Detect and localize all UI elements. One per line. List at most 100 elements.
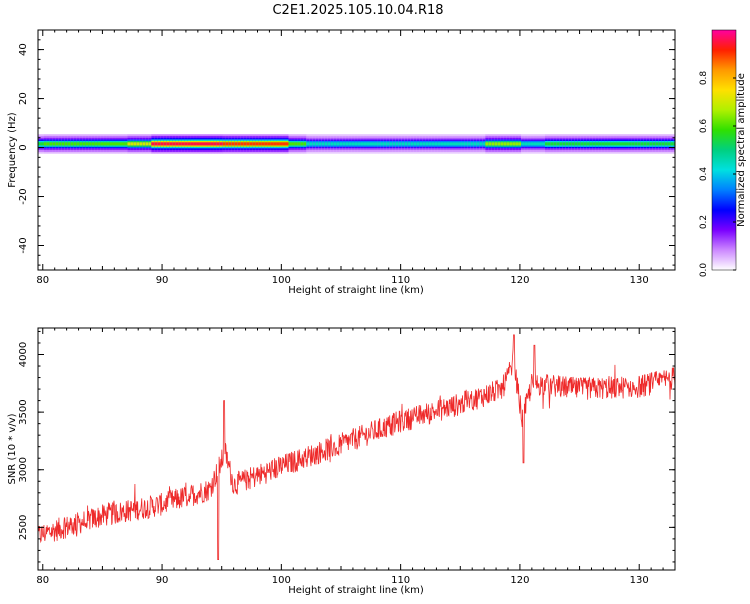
spectral-band-cell	[595, 142, 599, 146]
spectral-band-cell	[309, 142, 313, 146]
spectral-band-cell	[175, 142, 179, 146]
spectral-band-cell	[237, 142, 242, 146]
spectral-band-cell	[616, 142, 620, 146]
spectral-band-cell	[55, 142, 60, 146]
spectral-band-cell	[646, 142, 650, 146]
spectral-band-cell	[258, 142, 262, 146]
spectral-band-cell	[574, 142, 579, 146]
spectral-band-cell	[154, 142, 158, 146]
spectral-band-cell	[422, 142, 426, 146]
spectral-band-cell	[46, 142, 51, 146]
spectral-band-cell	[372, 142, 376, 146]
spectral-band-cell	[49, 142, 54, 146]
spectral-band-cell	[187, 142, 191, 146]
spectrogram-frame	[37, 29, 676, 271]
spectral-band-cell	[121, 142, 125, 146]
spectral-band-cell	[401, 142, 406, 146]
spectral-band-cell	[503, 142, 507, 146]
spectral-band-cell	[455, 142, 459, 146]
colorbar: 0.0 0.2 0.4 0.6 0.8 Normalized spectral ampl…	[699, 29, 747, 277]
spectral-band-cell	[374, 142, 379, 146]
spectral-band-cell	[673, 142, 676, 146]
spectral-band-cell	[601, 142, 605, 146]
snr-x-tick-label: 120	[510, 575, 529, 586]
spectral-band-cell	[351, 142, 355, 146]
spectral-band-cell	[67, 142, 72, 146]
chart-title: C2E1.2025.105.10.04.R18	[272, 3, 443, 18]
spectral-band-cell	[536, 142, 540, 146]
spectral-band-cell	[565, 142, 570, 146]
snr-y-axis-label: SNR (10 * v/v)	[7, 413, 18, 484]
spectral-band-cell	[553, 142, 558, 146]
snr-x-tick-label: 100	[272, 575, 291, 586]
spectral-band-cell	[452, 142, 456, 146]
spectrogram-x-tick-label: 90	[156, 275, 169, 286]
spectral-band-cell	[285, 142, 289, 146]
spectral-band-cell	[52, 142, 57, 146]
spectral-band-cell	[598, 142, 602, 146]
spectral-band-cell	[464, 142, 468, 146]
spectral-band-cell	[276, 142, 280, 146]
spectral-band-cell	[345, 142, 349, 146]
spectral-band-cell	[160, 142, 164, 146]
spectral-band-cell	[306, 142, 310, 146]
spectrogram-x-axis-label: Height of straight line (km)	[288, 285, 424, 296]
spectral-band-cell	[428, 142, 432, 146]
colorbar-gradient	[711, 29, 737, 271]
spectral-band-cell	[324, 142, 328, 146]
spectral-band-cell	[568, 142, 573, 146]
spectral-band-cell	[190, 142, 194, 146]
spectral-band-cell	[318, 142, 322, 146]
spectral-band-cell	[571, 142, 576, 146]
spectral-band-cell	[434, 142, 438, 146]
spectral-band-cell	[380, 142, 385, 146]
spectral-band-cell	[446, 142, 450, 146]
spectral-band-cell	[637, 142, 641, 146]
spectral-band-cell	[479, 142, 483, 146]
spectral-band-cell	[485, 142, 489, 146]
spectral-band-cell	[425, 142, 429, 146]
spectral-band-cell	[539, 142, 543, 146]
spectral-band-cell	[145, 142, 149, 146]
spectral-band-cell	[261, 142, 265, 146]
spectral-band-cell	[547, 142, 552, 146]
spectrogram-y-axis-label: Frequency (Hz)	[7, 112, 18, 188]
spectral-band-cell	[82, 142, 87, 146]
spectral-band-cell	[488, 142, 492, 146]
spectral-band-cell	[497, 142, 501, 146]
spectral-band-cell	[640, 142, 644, 146]
spectral-band-cell	[473, 142, 477, 146]
spectral-band-cell	[583, 142, 588, 146]
spectral-band-cell	[222, 142, 227, 146]
spectral-band-cell	[148, 142, 152, 146]
spectral-band-cell	[467, 142, 471, 146]
spectral-band-cell	[270, 142, 274, 146]
spectral-band-cell	[670, 142, 674, 146]
spectrogram-y-tick-label: -20	[18, 188, 29, 204]
snr-x-tick-label: 90	[156, 575, 169, 586]
spectral-band-cell	[649, 142, 653, 146]
spectral-band-cell	[231, 142, 236, 146]
spectral-band-cell	[100, 142, 104, 146]
spectral-band	[38, 134, 676, 154]
spectral-band-cell	[315, 142, 319, 146]
colorbar-tick-label: 0.8	[699, 71, 709, 86]
spectral-band-cell	[431, 142, 435, 146]
spectral-band-cell	[363, 142, 367, 146]
spectral-band-cell	[369, 142, 373, 146]
spectral-band-cell	[458, 142, 462, 146]
spectral-band-cell	[255, 142, 259, 146]
spectral-band-cell	[533, 142, 537, 146]
snr-y-tick-label: 3500	[18, 399, 29, 424]
spectral-band-cell	[631, 142, 635, 146]
spectral-band-cell	[416, 142, 421, 146]
spectral-band-cell	[172, 142, 176, 146]
spectral-band-cell	[166, 142, 170, 146]
spectral-band-cell	[440, 142, 444, 146]
spectral-band-cell	[661, 142, 665, 146]
spectral-band-cell	[178, 142, 182, 146]
spectral-band-cell	[127, 142, 131, 146]
spectral-band-cell	[530, 142, 534, 146]
spectral-band-cell	[64, 142, 69, 146]
